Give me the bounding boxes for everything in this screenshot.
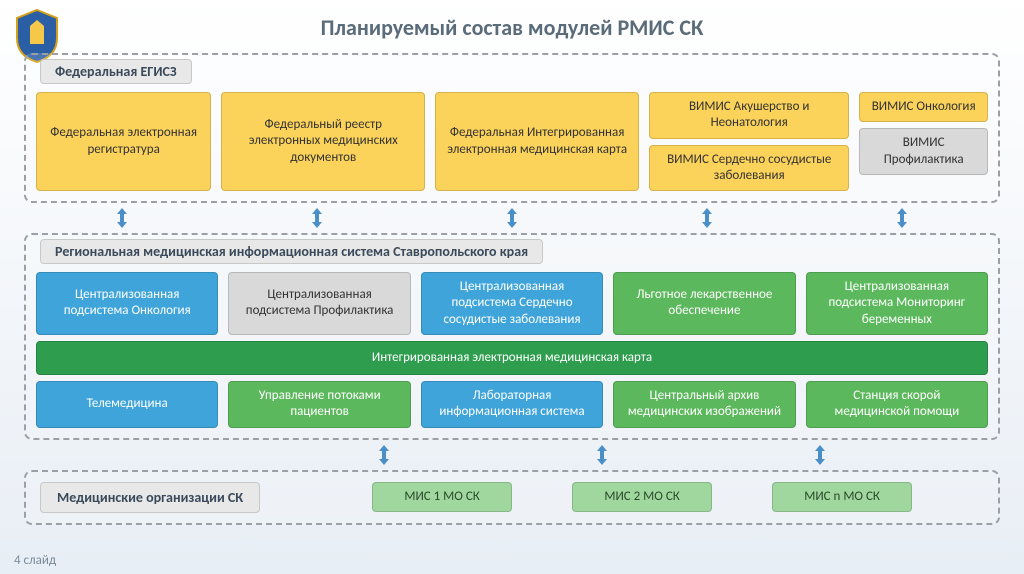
vimis-akush-box: ВИМИС Акушерство и Неонатология [649, 92, 849, 139]
federal-section: Федеральная ЕГИСЗ Федеральная электронна… [24, 53, 1000, 203]
slide-number: 4 слайд [14, 553, 56, 568]
bidir-arrow-icon [503, 207, 521, 229]
reg-prof-box: Централизованная подсистема Профилактика [228, 272, 410, 335]
reg-serd-box: Централизованная подсистема Сердечно сос… [421, 272, 603, 335]
med-orgs-section: Медицинские организации СК МИС 1 МО СК М… [24, 470, 1000, 525]
regional-label: Региональная медицинская информационная … [40, 239, 543, 264]
bidir-arrow-icon [893, 207, 911, 229]
fed-reestr-box: Федеральный реестр электронных медицинск… [221, 92, 425, 191]
bidir-arrow-icon [113, 207, 131, 229]
mis2-box: МИС 2 МО СК [572, 482, 712, 512]
reg-potok-box: Управление потоками пациентов [228, 381, 410, 428]
mis1-box: МИС 1 МО СК [372, 482, 512, 512]
bidir-arrow-icon [811, 444, 829, 466]
reg-lab-box: Лабораторная информационная система [421, 381, 603, 428]
federal-label: Федеральная ЕГИСЗ [40, 59, 192, 84]
reg-onko-box: Централизованная подсистема Онкология [36, 272, 218, 335]
misn-box: МИС n МО СК [772, 482, 912, 512]
reg-iemk-box: Интегрированная электронная медицинская … [36, 341, 988, 375]
reg-ssmp-box: Станция скорой медицинской помощи [806, 381, 988, 428]
reg-arch-box: Центральный архив медицинских изображени… [613, 381, 795, 428]
reg-lgot-box: Льготное лекарственное обеспечение [613, 272, 795, 335]
bidir-arrow-icon [593, 444, 611, 466]
fed-iemk-box: Федеральная Интегрированная электронная … [435, 92, 639, 191]
fed-reg-box: Федеральная электронная регистратура [36, 92, 211, 191]
bidir-arrow-icon [698, 207, 716, 229]
bidir-arrow-icon [375, 444, 393, 466]
connectors-fed-reg [24, 207, 1000, 229]
regional-section: Региональная медицинская информационная … [24, 233, 1000, 440]
bidir-arrow-icon [308, 207, 326, 229]
vimis-onko-box: ВИМИС Онкология [859, 92, 988, 122]
page-title: Планируемый состав модулей РМИС СК [0, 0, 1024, 49]
vimis-prof-box: ВИМИС Профилактика [859, 128, 988, 175]
med-orgs-label: Медицинские организации СК [40, 482, 260, 513]
reg-tele-box: Телемедицина [36, 381, 218, 428]
vimis-serd-box: ВИМИС Сердечно сосудистые заболевания [649, 145, 849, 192]
reg-monit-box: Централизованная подсистема Мониторинг б… [806, 272, 988, 335]
connectors-reg-med [24, 444, 1000, 466]
